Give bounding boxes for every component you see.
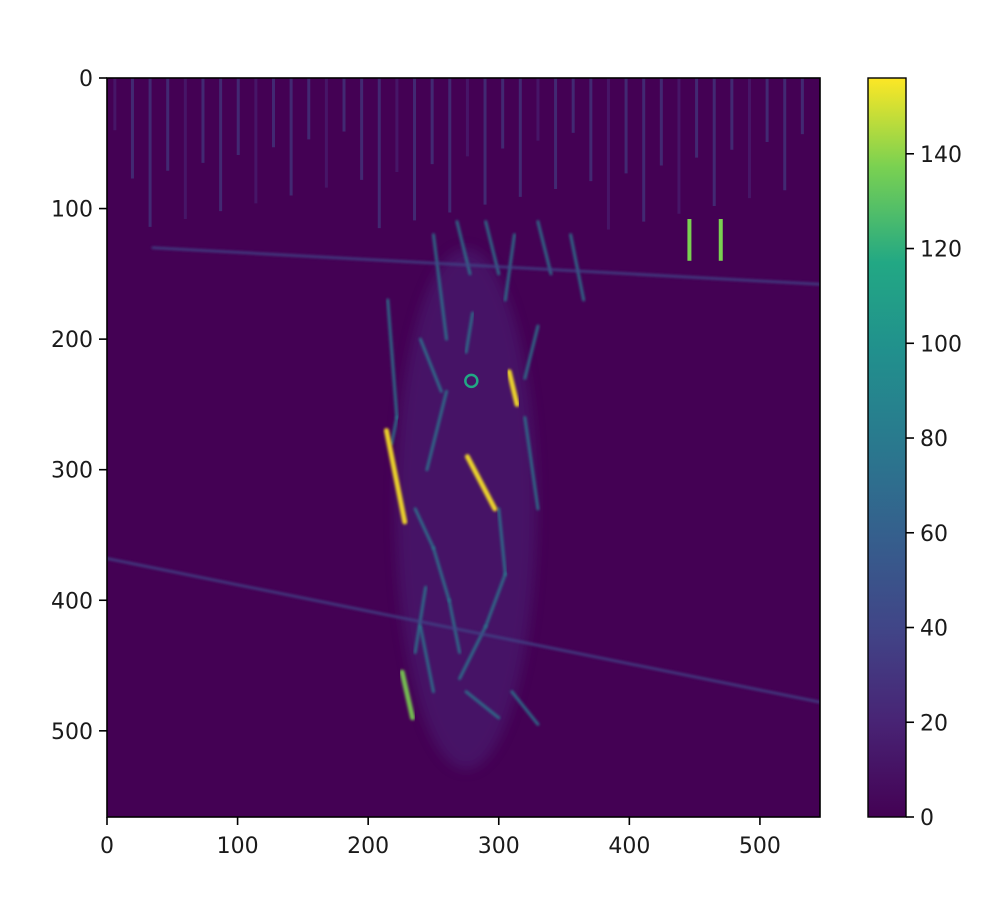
colorbar: 0 20 40 60 80 100 120 140	[867, 77, 962, 831]
colorbar-tick-label: 60	[920, 522, 948, 547]
colorbar-tick-label: 0	[920, 806, 934, 831]
x-axis: 0 100 200 300 400 500	[100, 817, 781, 859]
heatmap-ring	[464, 373, 479, 389]
y-tick-label: 500	[51, 720, 93, 745]
heatmap-edge-texture	[523, 415, 540, 511]
y-axis: 0 100 200 300 400 500	[51, 67, 107, 745]
heatmap-bright-edge	[464, 454, 498, 512]
heatmap-edge-texture	[464, 311, 475, 354]
x-tick-label: 200	[347, 834, 389, 859]
heatmap-edge-texture	[569, 233, 586, 302]
heatmap-diagonal-edge	[151, 246, 820, 286]
x-tick-label: 500	[739, 834, 781, 859]
x-tick-label: 300	[478, 834, 520, 859]
heatmap-edge-texture	[425, 389, 449, 472]
x-tick-label: 100	[217, 834, 259, 859]
y-tick-label: 200	[51, 328, 93, 353]
heatmap-bright-edge	[399, 669, 416, 721]
heatmap-edge-texture	[523, 324, 540, 380]
heatmap-bright-edge	[383, 428, 408, 525]
heatmap-edge-texture	[447, 598, 462, 654]
colorbar-tick-label: 40	[920, 617, 948, 642]
heatmap-edge-texture	[413, 585, 428, 654]
colorbar-tick-label: 80	[920, 427, 948, 452]
heatmap-edge-texture	[510, 690, 540, 726]
colorbar-tick-label: 120	[920, 238, 962, 263]
heatmap-edge-texture	[418, 337, 443, 393]
heatmap-edge-texture	[413, 507, 435, 550]
colorbar-tick-label: 100	[920, 332, 962, 357]
colorbar-tick-label: 140	[920, 143, 962, 168]
y-tick-label: 100	[51, 198, 93, 223]
heatmap-edge-texture	[431, 546, 451, 602]
heatmap-bright-edge	[506, 369, 520, 407]
y-tick-label: 0	[79, 67, 93, 92]
y-tick-label: 300	[51, 459, 93, 484]
heatmap-edge-texture	[484, 572, 507, 628]
heatmap-image	[107, 78, 820, 817]
heatmap-edge-texture	[497, 507, 507, 576]
heatmap-edge-texture	[464, 690, 501, 720]
y-tick-label: 400	[51, 589, 93, 614]
colorbar-tick-label: 20	[920, 711, 948, 736]
heatmap-edge-texture	[484, 220, 501, 276]
heatmap-edge-texture	[431, 233, 449, 341]
heatmap-edge-texture	[390, 415, 399, 446]
heatmap-edge-texture	[536, 220, 553, 276]
heatmap-edge-texture	[418, 624, 435, 694]
colorbar-ticks: 0 20 40 60 80 100 120 140	[906, 143, 962, 831]
x-tick-label: 0	[100, 834, 114, 859]
plot-frame	[106, 77, 821, 818]
heatmap-edge-texture	[386, 298, 399, 419]
colorbar-gradient	[867, 77, 907, 818]
heatmap-diagonal-edge	[107, 557, 820, 704]
x-tick-label: 400	[608, 834, 650, 859]
